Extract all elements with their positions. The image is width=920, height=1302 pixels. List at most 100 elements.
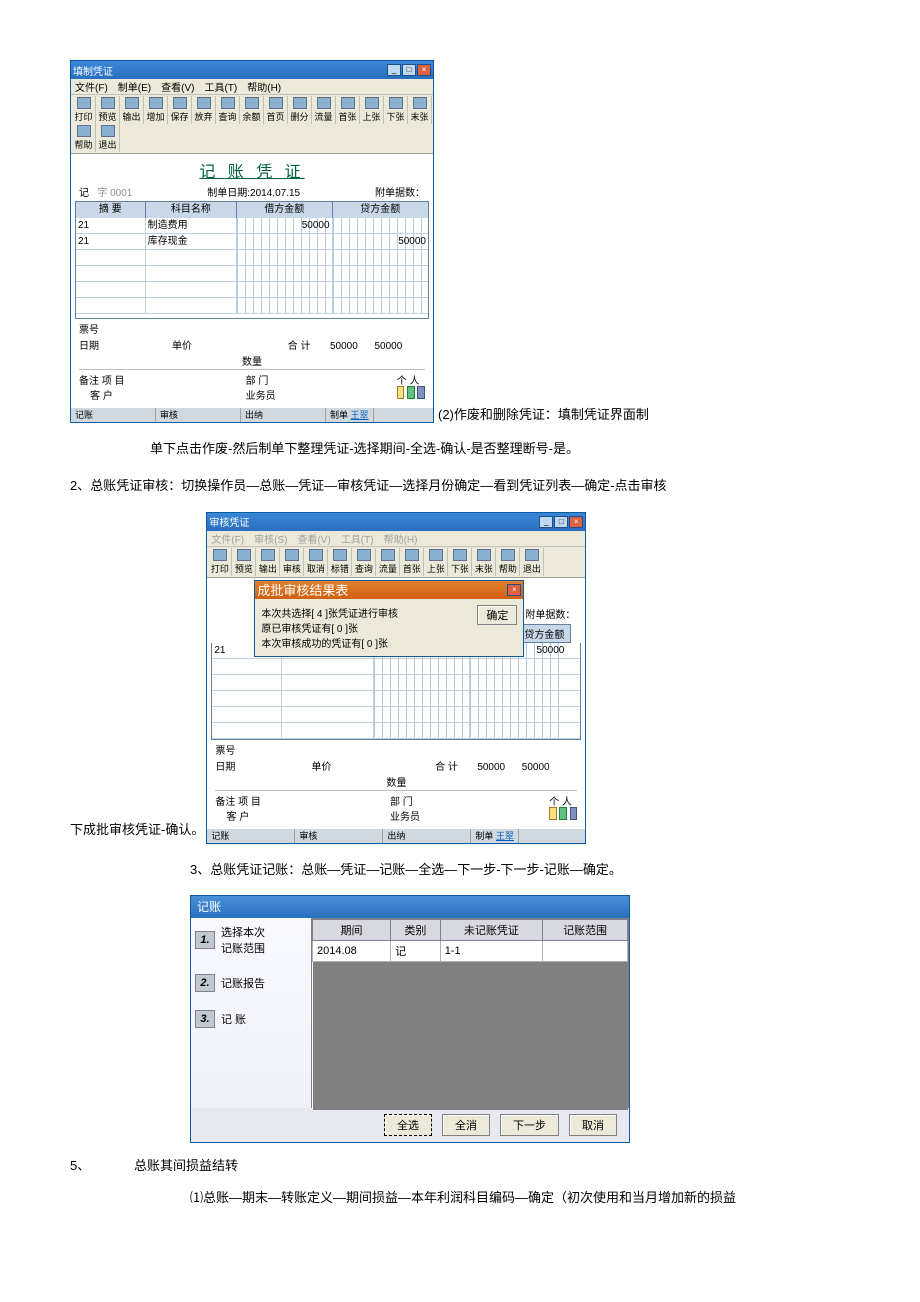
col-period: 期间 [313, 920, 391, 941]
label: 项 目 [102, 376, 125, 387]
titlebar: 记账 [191, 896, 629, 918]
toolbar-button[interactable]: 取消 [304, 548, 328, 576]
table-row[interactable]: 2014.08 记 1-1 [313, 941, 628, 962]
step-1[interactable]: 1.选择本次 记账范围 [195, 924, 307, 956]
list-title: 总账其间损益结转 [134, 1155, 238, 1174]
col-unposted: 未记账凭证 [440, 920, 542, 941]
toolbar-button[interactable]: 下张 [448, 548, 472, 576]
paragraph: 3、总账凭证记账：总账—凭证—记账—全选—下一步-下一步-记账—确定。 [190, 858, 850, 881]
toolbar-button[interactable]: 保存 [168, 96, 192, 124]
toolbar-button[interactable]: 打印 [208, 548, 232, 576]
toolbar-button[interactable]: 查询 [216, 96, 240, 124]
menu-item[interactable]: 帮助(H) [247, 79, 281, 94]
menu-item[interactable]: 审核(S) [254, 531, 287, 546]
toolbar-button[interactable]: 查询 [352, 548, 376, 576]
posting-window: 记账 1.选择本次 记账范围 2.记账报告 3.记 账 期间 类别 未记账凭证 … [190, 895, 630, 1143]
status-item: 记账 [207, 829, 295, 843]
toolbar-button[interactable]: 标错 [328, 548, 352, 576]
toolbar-button[interactable]: 流量 [312, 96, 336, 124]
voucher-row[interactable]: 21 库存现金 50000 [76, 234, 428, 250]
step-label: 记账报告 [221, 975, 265, 991]
menu-item[interactable]: 帮助(H) [384, 531, 418, 546]
posting-grid: 期间 类别 未记账凭证 记账范围 2014.08 记 1-1 [311, 918, 629, 1108]
toolbar-button[interactable]: 帮助 [72, 124, 96, 152]
close-icon[interactable]: × [507, 584, 521, 596]
ok-button[interactable]: 确定 [477, 605, 517, 625]
window-title: 审核凭证 [209, 514, 249, 529]
toolbar-button[interactable]: 退出 [96, 124, 120, 152]
toolbar-button[interactable]: 预览 [96, 96, 120, 124]
toolbar-button[interactable]: 首张 [336, 96, 360, 124]
status-item: 记账 [71, 408, 156, 422]
toolbar-button[interactable]: 上张 [424, 548, 448, 576]
deselect-all-button[interactable]: 全消 [442, 1114, 490, 1136]
inline-caption: (2)作废和删除凭证：填制凭证界面制 [438, 404, 649, 423]
voucher-area: 记 账 凭 证 记 字 0001 制单日期:2014.07.15 附单据数： 摘… [71, 154, 433, 408]
step-label: 选择本次 记账范围 [221, 924, 265, 956]
toolbar-button[interactable]: 流量 [376, 548, 400, 576]
voucher-row[interactable] [76, 250, 428, 266]
col-debit: 借方金额 [237, 202, 332, 218]
window-title: 记账 [197, 900, 221, 914]
minimize-icon[interactable]: _ [387, 64, 401, 76]
menu-item[interactable]: 文件(F) [211, 531, 244, 546]
status-item: 审核 [295, 829, 383, 843]
dialog-title: 成批审核结果表 [257, 580, 348, 599]
toolbar-button[interactable]: 首张 [400, 548, 424, 576]
toolbar-button[interactable]: 输出 [256, 548, 280, 576]
voucher-row[interactable] [76, 266, 428, 282]
toolbar-button[interactable]: 输出 [120, 96, 144, 124]
menu-item[interactable]: 查看(V) [297, 531, 330, 546]
toolbar-button[interactable]: 末张 [408, 96, 432, 124]
close-icon[interactable]: × [417, 64, 431, 76]
toolbar-button[interactable]: 下张 [384, 96, 408, 124]
label: 业务员 [390, 812, 420, 823]
next-button[interactable]: 下一步 [500, 1114, 559, 1136]
toolbar-button[interactable]: 帮助 [496, 548, 520, 576]
close-icon[interactable]: × [569, 516, 583, 528]
col-type: 类别 [391, 920, 441, 941]
cancel-button[interactable]: 取消 [569, 1114, 617, 1136]
voucher-date: 制单日期:2014.07.15 [207, 184, 300, 199]
toolbar-button[interactable]: 打印 [72, 96, 96, 124]
toolbar-button[interactable]: 上张 [360, 96, 384, 124]
menu-item[interactable]: 制单(E) [118, 79, 151, 94]
voucher-row[interactable] [76, 282, 428, 298]
toolbar: 打印预览输出增加保存放弃查询余额首页删分流量首张上张下张末张帮助退出 [71, 95, 433, 154]
restore-icon[interactable]: □ [554, 516, 568, 528]
label: 客 户 [226, 812, 249, 823]
toolbar-button[interactable]: 删分 [288, 96, 312, 124]
toolbar-button[interactable]: 首页 [264, 96, 288, 124]
select-all-button[interactable]: 全选 [384, 1114, 432, 1136]
menu-item[interactable]: 查看(V) [161, 79, 194, 94]
toolbar-button[interactable]: 审核 [280, 548, 304, 576]
step-3[interactable]: 3.记 账 [195, 1010, 307, 1028]
voucher-entry-window: 填制凭证 _ □ × 文件(F) 制单(E) 查看(V) 工具(T) 帮助(H)… [70, 60, 434, 423]
dialog-text: 本次共选择[ 4 ]张凭证进行审核 原已审核凭证有[ 0 ]张 本次审核成功的凭… [261, 605, 398, 650]
restore-icon[interactable]: □ [402, 64, 416, 76]
toolbar-button[interactable]: 末张 [472, 548, 496, 576]
toolbar-button[interactable]: 余额 [240, 96, 264, 124]
label: 部 门 [390, 797, 413, 808]
voucher-grid: 21 库存现金 50000 [211, 643, 581, 740]
label: 合 计 [435, 762, 458, 773]
menu-item[interactable]: 工具(T) [204, 79, 237, 94]
voucher-row[interactable] [76, 298, 428, 314]
toolbar-button[interactable]: 退出 [520, 548, 544, 576]
total-credit: 50000 [522, 762, 550, 773]
toolbar-button[interactable]: 预览 [232, 548, 256, 576]
total-credit: 50000 [374, 341, 402, 352]
voucher-row[interactable]: 21 制造费用 50000 [76, 218, 428, 234]
statusbar: 记账 审核 出纳 制单 王翠 [71, 408, 433, 422]
menu-item[interactable]: 工具(T) [341, 531, 374, 546]
minimize-icon[interactable]: _ [539, 516, 553, 528]
total-debit: 50000 [477, 762, 505, 773]
toolbar-button[interactable]: 放弃 [192, 96, 216, 124]
toolbar-button[interactable]: 增加 [144, 96, 168, 124]
voucher-footer: 票号 日期 单价 合 计 50000 50000 数量 备注 项 目 客 户 [75, 319, 429, 404]
menu-item[interactable]: 文件(F) [75, 79, 108, 94]
total-label: 合 计 [288, 341, 311, 352]
voucher-footer: 票号 日期 单价 合 计 50000 50000 数量 备注 项 目 客 户 部… [211, 740, 581, 825]
button-bar: 全选 全消 下一步 取消 [191, 1108, 629, 1142]
step-2[interactable]: 2.记账报告 [195, 974, 307, 992]
